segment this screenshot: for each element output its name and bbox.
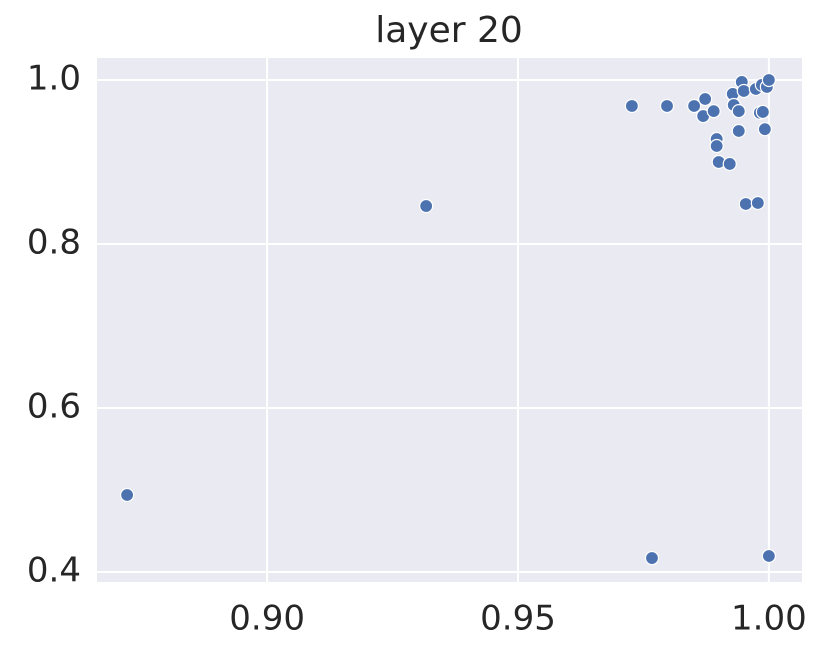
point — [687, 98, 702, 114]
point — [706, 104, 721, 119]
x-tick-label: 0.90 — [229, 599, 305, 639]
point — [644, 550, 660, 566]
plot-area — [97, 58, 802, 582]
point — [757, 122, 772, 137]
point — [731, 104, 746, 119]
x-tick-label: 1.00 — [731, 599, 807, 639]
point — [659, 98, 675, 114]
point — [722, 156, 737, 172]
x-tick-label: 0.95 — [480, 599, 556, 639]
point — [761, 548, 776, 564]
y-tick-label: 1.0 — [27, 58, 81, 98]
point — [750, 195, 765, 211]
chart-title: layer 20 — [375, 10, 523, 51]
point — [736, 83, 751, 99]
point — [709, 138, 724, 154]
y-tick-label: 0.4 — [27, 550, 81, 590]
point — [624, 98, 639, 114]
y-tick-label: 0.6 — [27, 386, 81, 426]
point — [755, 104, 770, 120]
point — [120, 487, 135, 503]
point — [698, 91, 713, 107]
point — [738, 196, 753, 212]
y-tick-label: 0.8 — [27, 222, 81, 262]
point — [731, 123, 746, 139]
point — [761, 72, 776, 88]
point — [419, 198, 434, 214]
